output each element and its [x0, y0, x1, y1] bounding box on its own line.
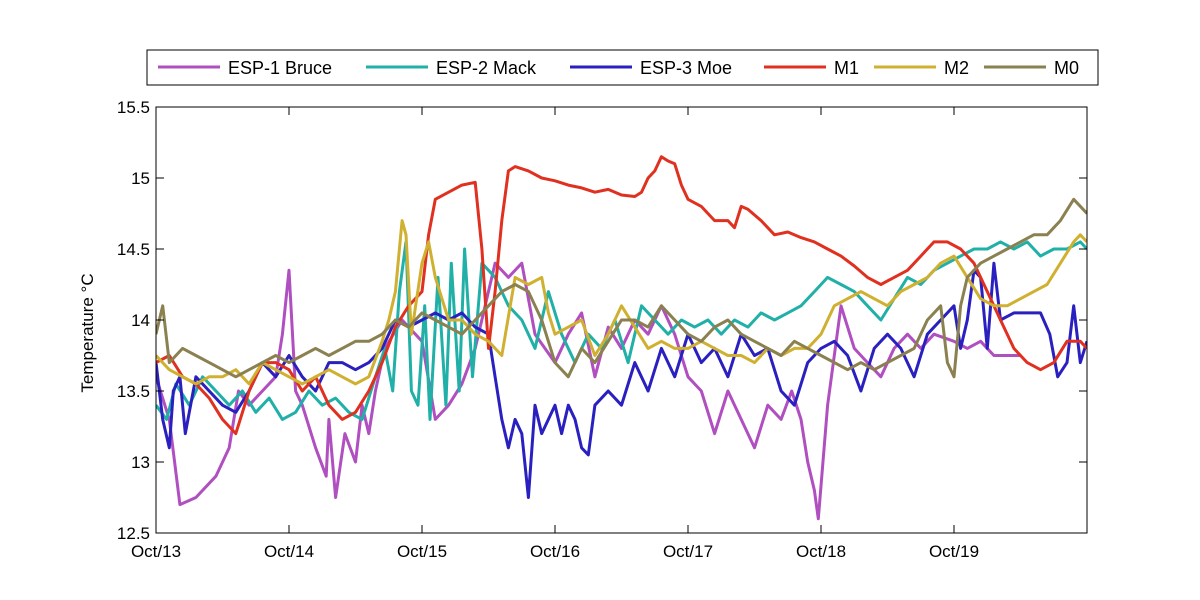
legend-label: ESP-3 Moe — [640, 58, 732, 78]
y-tick-label: 15.5 — [117, 98, 150, 117]
x-tick-label: Oct/19 — [929, 542, 979, 561]
y-tick-label: 13.5 — [117, 382, 150, 401]
x-tick-label: Oct/15 — [397, 542, 447, 561]
y-tick-label: 14 — [131, 311, 150, 330]
y-axis-label: Temperature °C — [78, 273, 97, 392]
x-tick-label: Oct/14 — [264, 542, 314, 561]
legend-label: M2 — [944, 58, 969, 78]
x-tick-label: Oct/13 — [131, 542, 181, 561]
legend-label: ESP-1 Bruce — [228, 58, 332, 78]
y-tick-label: 13 — [131, 453, 150, 472]
y-tick-label: 15 — [131, 169, 150, 188]
axes-layer: 12.5 13 13.5 14 14.5 15 15.5 Oct/13 Oct/14 Oct/15… — [117, 98, 1088, 561]
legend-label: M1 — [834, 58, 859, 78]
x-tick-label: Oct/17 — [663, 542, 713, 561]
x-tick-label: Oct/18 — [796, 542, 846, 561]
series-line-4 — [156, 219, 1087, 386]
legend-label: ESP-2 Mack — [436, 58, 537, 78]
series-line-3 — [156, 155, 1087, 436]
series-line-5 — [156, 197, 1087, 379]
x-tick-label: Oct/16 — [530, 542, 580, 561]
legend: ESP-1 Bruce ESP-2 Mack ESP-3 Moe M1 M2 M0 — [146, 49, 1099, 86]
legend-label: M0 — [1054, 58, 1079, 78]
y-tick-label: 14.5 — [117, 240, 150, 259]
series-layer — [156, 155, 1087, 521]
y-tick-label: 12.5 — [117, 524, 150, 543]
